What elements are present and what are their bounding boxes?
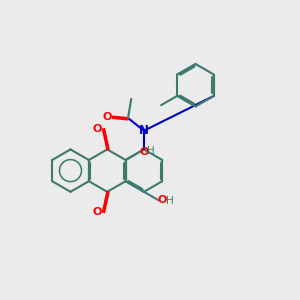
- Text: O: O: [158, 195, 167, 205]
- Text: O: O: [93, 124, 102, 134]
- Text: O: O: [93, 207, 102, 217]
- Text: H: H: [147, 146, 155, 156]
- Text: O: O: [140, 146, 149, 157]
- Text: N: N: [139, 124, 149, 137]
- Text: O: O: [103, 112, 112, 122]
- Text: H: H: [166, 196, 173, 206]
